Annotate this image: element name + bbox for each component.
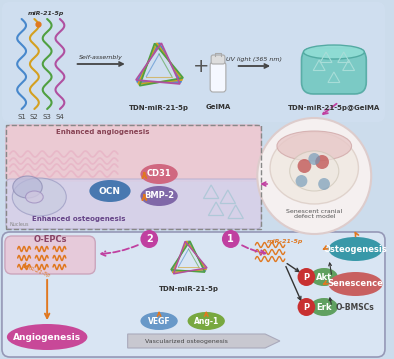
Ellipse shape [310,298,338,316]
Circle shape [257,118,371,234]
Text: S1: S1 [17,114,26,120]
Text: Ang-1: Ang-1 [193,317,219,326]
Text: Akt: Akt [316,272,332,281]
Text: S4: S4 [56,114,64,120]
FancyBboxPatch shape [5,236,95,274]
Circle shape [222,230,240,248]
FancyBboxPatch shape [6,179,261,229]
Text: TDN-miR-21-5p: TDN-miR-21-5p [129,105,189,111]
Text: Senescence: Senescence [327,280,383,289]
Text: GelMA: GelMA [205,104,230,110]
Ellipse shape [188,312,225,330]
Text: Senescent cranial
defect model: Senescent cranial defect model [286,209,342,219]
Text: Nucleus: Nucleus [10,222,29,227]
Text: miR-21-5p: miR-21-5p [267,238,303,243]
Ellipse shape [140,164,178,184]
Text: O-BMSCs: O-BMSCs [336,303,375,312]
Text: +: + [193,56,210,75]
Ellipse shape [7,324,87,350]
Text: Vascularized osteogenesis: Vascularized osteogenesis [145,339,228,344]
Text: VEGF: VEGF [148,317,170,326]
Circle shape [315,155,329,169]
FancyBboxPatch shape [2,232,385,357]
Ellipse shape [89,180,131,202]
Ellipse shape [26,191,43,203]
Ellipse shape [303,45,364,59]
FancyBboxPatch shape [211,55,225,64]
FancyBboxPatch shape [210,62,226,92]
Ellipse shape [13,176,42,198]
Text: miR-21-5p: miR-21-5p [24,264,51,278]
Ellipse shape [270,132,359,204]
Text: CD31: CD31 [147,169,171,178]
Ellipse shape [290,151,339,191]
Ellipse shape [140,186,178,206]
Circle shape [318,178,330,190]
Circle shape [296,175,307,187]
Text: Enhanced angiogenesis: Enhanced angiogenesis [56,129,150,135]
Text: UV light (365 nm): UV light (365 nm) [226,57,282,62]
FancyBboxPatch shape [2,2,385,122]
Text: Erk: Erk [316,303,332,312]
FancyBboxPatch shape [6,125,261,181]
Ellipse shape [329,237,383,261]
Text: P: P [303,303,309,312]
Text: P: P [303,272,309,281]
Text: Angiogenesis: Angiogenesis [13,332,81,341]
Circle shape [309,153,320,165]
Text: TDN-miR-21-5p@GelMA: TDN-miR-21-5p@GelMA [288,105,380,111]
Circle shape [297,268,315,286]
Text: Osteogenesis: Osteogenesis [323,244,387,253]
Text: 2: 2 [146,234,152,244]
FancyBboxPatch shape [301,48,366,94]
Text: BMP-2: BMP-2 [144,191,174,200]
Text: Enhanced osteogenesis: Enhanced osteogenesis [32,216,125,222]
Text: S2: S2 [30,114,39,120]
Text: 1: 1 [227,234,234,244]
Text: TDN-miR-21-5p: TDN-miR-21-5p [158,286,219,292]
Circle shape [140,230,158,248]
Circle shape [297,298,315,316]
FancyArrow shape [128,334,280,348]
Ellipse shape [12,178,66,216]
Text: S3: S3 [43,114,52,120]
Circle shape [297,159,311,173]
Ellipse shape [310,268,338,286]
Text: OCN: OCN [99,186,121,196]
Text: O-EPCs: O-EPCs [33,234,67,243]
Ellipse shape [329,272,383,296]
Text: Self-assembly: Self-assembly [79,55,123,60]
Ellipse shape [277,131,351,161]
Text: miR-21-5p: miR-21-5p [28,11,64,16]
Ellipse shape [140,312,178,330]
Bar [6,125,261,229]
